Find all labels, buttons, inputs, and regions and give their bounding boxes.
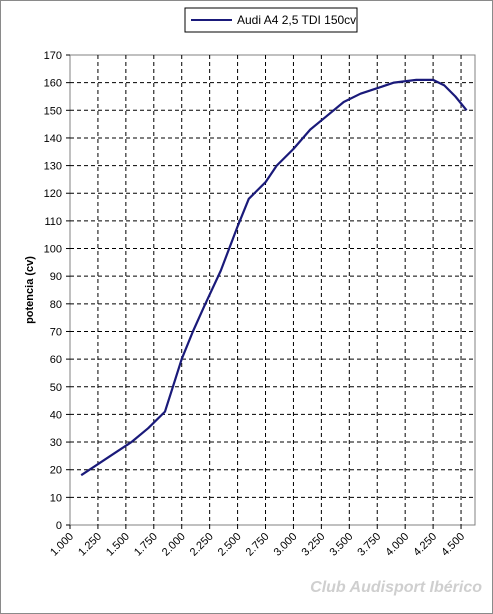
y-tick-label: 50	[50, 382, 62, 394]
x-tick-label: 4.000	[383, 531, 411, 559]
y-tick-label: 70	[50, 326, 62, 338]
x-tick-label: 4.500	[439, 531, 467, 559]
y-tick-label: 30	[50, 437, 62, 449]
x-tick-label: 3.000	[272, 531, 300, 559]
x-tick-label: 2.500	[216, 531, 244, 559]
x-tick-label: 2.750	[244, 531, 272, 559]
y-axis-ticks: 0 10 20 30 40 50 60 70 80 90 100 110 120 130 140 150 160…	[44, 50, 70, 532]
y-tick-label: 110	[44, 216, 62, 228]
legend: Audi A4 2,5 TDI 150cv	[184, 7, 358, 33]
x-tick-label: 1.250	[76, 531, 104, 559]
y-tick-label: 130	[44, 161, 62, 173]
y-tick-label: 20	[50, 465, 62, 477]
y-tick-label: 90	[50, 271, 62, 283]
y-tick-label: 150	[44, 105, 62, 117]
x-tick-label: 2.000	[160, 531, 188, 559]
legend-series-label: Audi A4 2,5 TDI 150cv	[237, 13, 356, 27]
y-tick-label: 10	[50, 492, 62, 504]
x-tick-label: 3.250	[300, 531, 328, 559]
y-tick-label: 120	[44, 188, 62, 200]
y-axis-label: potencia (cv)	[24, 256, 36, 324]
y-tick-label: 160	[44, 78, 62, 90]
y-tick-label: 80	[50, 299, 62, 311]
y-tick-label: 0	[56, 520, 62, 532]
watermark: Club Audisport Ibérico	[310, 579, 482, 596]
series-line-0	[80, 78, 468, 477]
x-tick-label: 1.000	[48, 531, 76, 559]
x-tick-label: 1.750	[132, 531, 160, 559]
grid	[70, 55, 475, 525]
x-tick-label: 3.750	[355, 531, 383, 559]
y-tick-label: 60	[50, 354, 62, 366]
x-tick-label: 3.500	[327, 531, 355, 559]
x-tick-label: 1.500	[104, 531, 132, 559]
y-tick-label: 40	[50, 409, 62, 421]
y-tick-label: 140	[44, 133, 62, 145]
x-tick-label: 2.250	[188, 531, 216, 559]
x-tick-label: 4.250	[411, 531, 439, 559]
y-tick-label: 100	[44, 244, 62, 256]
plot-area	[69, 54, 476, 526]
series-layer	[80, 78, 468, 477]
y-tick-label: 170	[44, 50, 62, 62]
x-axis-ticks: 1.000 1.250 1.500 1.750 2.000 2.250 2.500 2.750…	[48, 525, 467, 559]
